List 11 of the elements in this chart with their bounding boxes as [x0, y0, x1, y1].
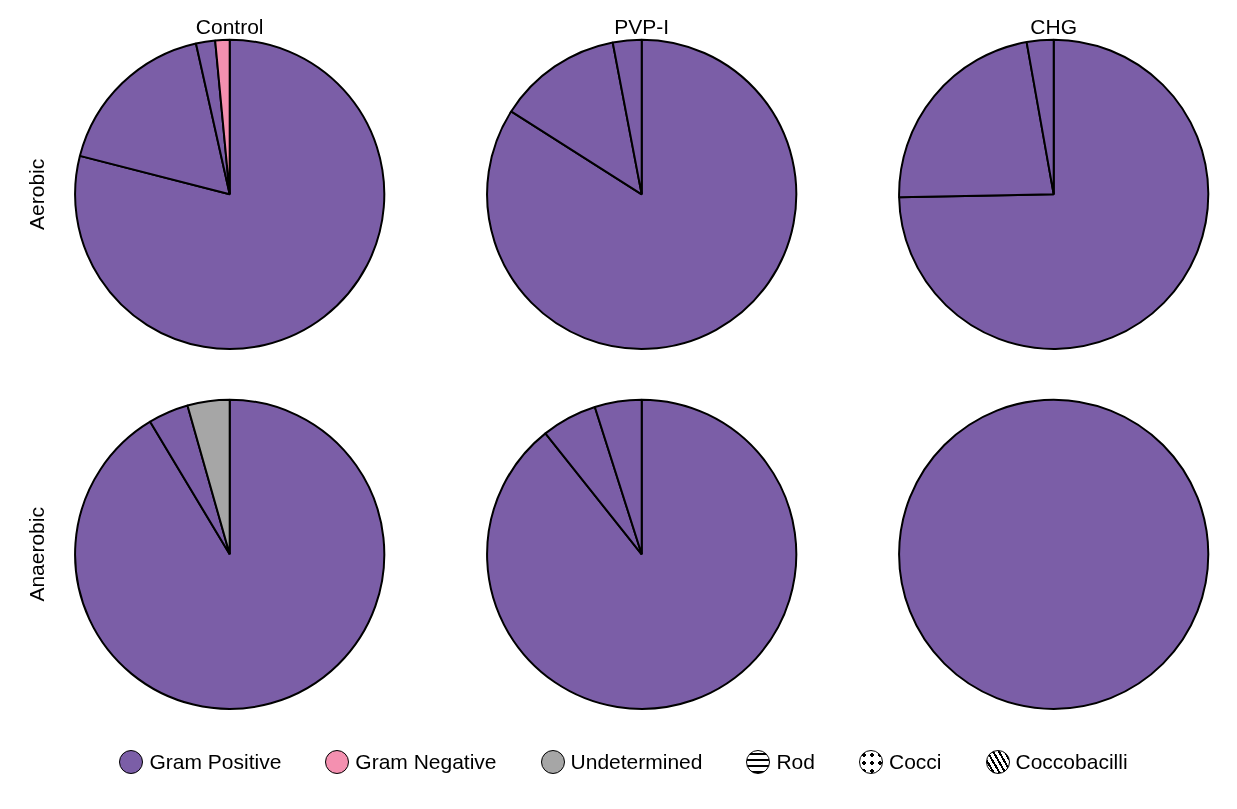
text: Anaerobic	[24, 507, 48, 602]
chart-title: PVP-I	[614, 15, 670, 39]
chart-title: Control	[195, 15, 264, 39]
text: Gram Negative	[355, 749, 497, 775]
text: Aerobic	[24, 158, 48, 230]
text: Coccobacilli	[1015, 749, 1128, 775]
text: Gram Positive	[149, 749, 282, 775]
text: Cocci	[888, 749, 942, 775]
text: Rod	[776, 749, 815, 775]
text: Undetermined	[570, 749, 703, 775]
chart-title: CHG	[1030, 15, 1078, 39]
